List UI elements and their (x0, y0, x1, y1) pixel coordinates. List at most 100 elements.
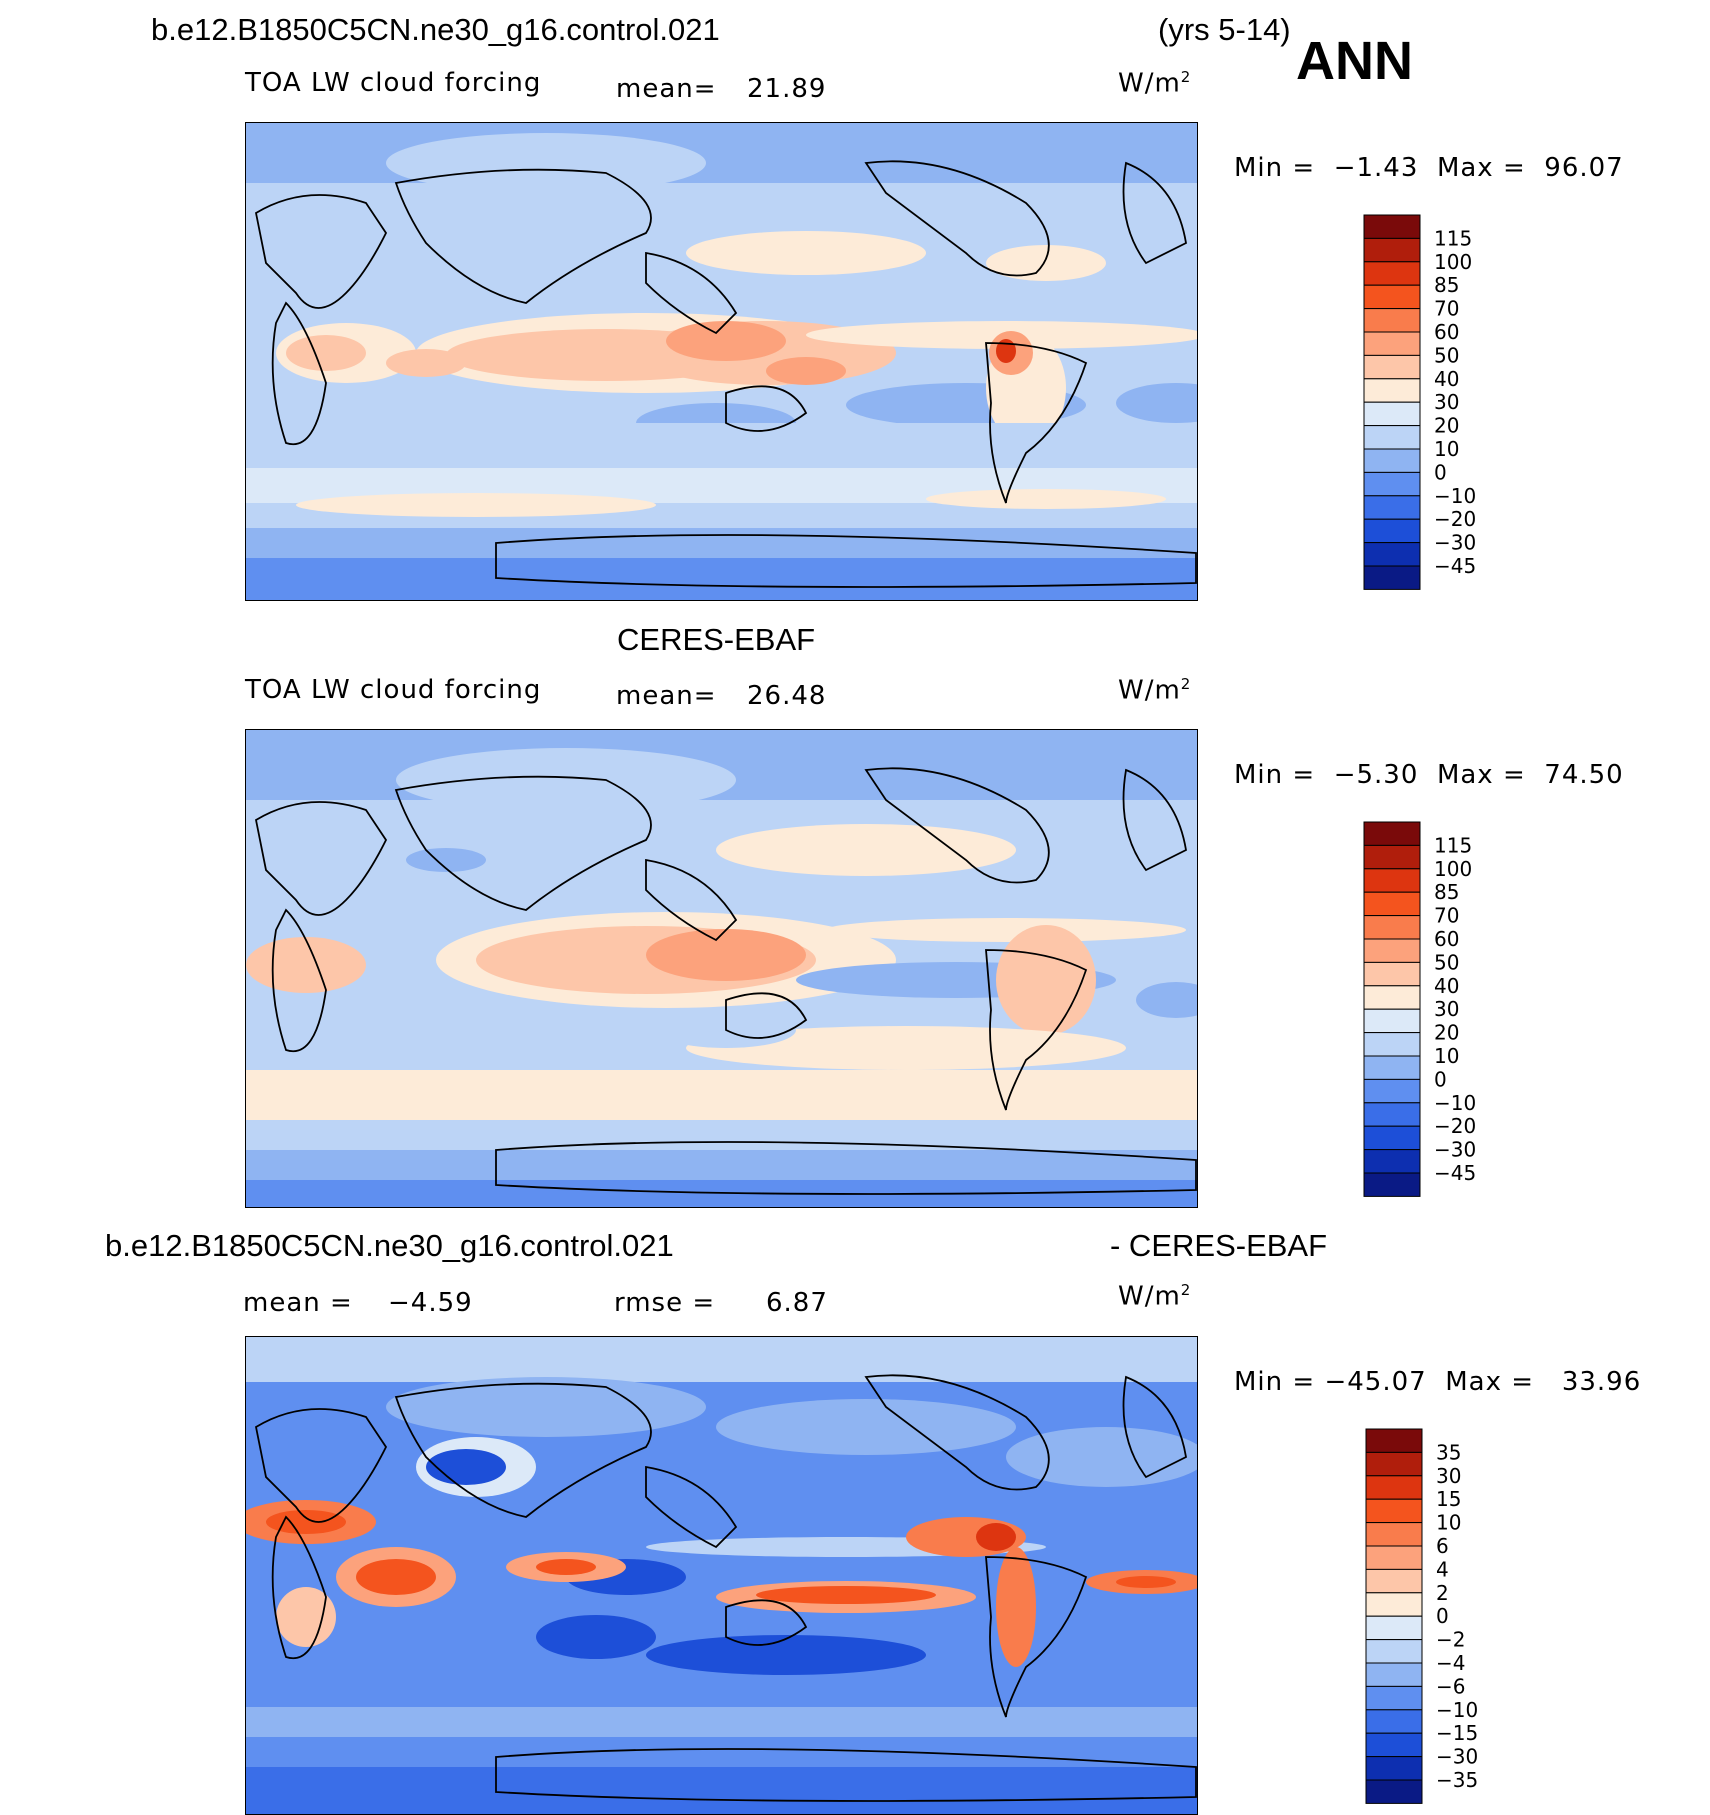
panel2-minmax: Min = −5.30 Max = 74.50 (1234, 760, 1624, 790)
colorbar-swatch (1363, 261, 1421, 286)
colorbar-swatch (1365, 1451, 1423, 1477)
panel3-mean-label: mean = (243, 1288, 353, 1318)
panel1-map (245, 122, 1198, 601)
colorbar-swatch (1363, 915, 1421, 940)
colorbar-swatch (1365, 1756, 1423, 1781)
panel2-contour-map (246, 730, 1197, 1207)
colorbar-swatch (1365, 1522, 1423, 1547)
colorbar-tick-label: 115 (1434, 226, 1472, 250)
colorbar-swatch (1363, 518, 1421, 544)
colorbar-swatch (1363, 354, 1421, 380)
colorbar-tick-label: 15 (1436, 1487, 1461, 1511)
colorbar-tick-label: 35 (1436, 1440, 1461, 1464)
colorbar-tick-label: 10 (1436, 1511, 1461, 1535)
colorbar-tick-label: 50 (1434, 343, 1459, 367)
colorbar-tick-label: 30 (1436, 1464, 1461, 1488)
colorbar-tick-label: 30 (1434, 997, 1459, 1021)
colorbar-swatch (1365, 1475, 1423, 1500)
colorbar-tick-label: 70 (1434, 297, 1459, 321)
colorbar-tick-label: 6 (1436, 1534, 1449, 1558)
colorbar-tick-label: 115 (1434, 833, 1472, 857)
colorbar-swatch (1363, 1055, 1421, 1080)
colorbar-tick-label: 10 (1434, 437, 1459, 461)
colorbar-tick-label: 4 (1436, 1557, 1449, 1581)
colorbar-swatch (1363, 1102, 1421, 1127)
case-title: b.e12.B1850C5CN.ne30_g16.control.021 (151, 12, 720, 47)
colorbar-tick-label: −2 (1436, 1628, 1465, 1652)
colorbar-tick-label: 40 (1434, 367, 1459, 391)
colorbar-swatch (1363, 1149, 1421, 1174)
colorbar-tick-label: −10 (1436, 1698, 1478, 1722)
colorbar-swatch (1363, 401, 1421, 427)
panel3-map (245, 1336, 1198, 1815)
colorbar-swatch (1365, 1568, 1423, 1594)
colorbar-tick-label: −10 (1434, 1091, 1476, 1115)
panel2-mean-value: 26.48 (747, 681, 827, 711)
colorbar-swatch (1363, 425, 1421, 450)
colorbar-tick-label: 2 (1436, 1581, 1449, 1605)
colorbar-swatch (1365, 1732, 1423, 1758)
colorbar-tick-label: 100 (1434, 250, 1472, 274)
colorbar-tick-label: 0 (1434, 460, 1447, 484)
colorbar-swatch (1365, 1779, 1423, 1804)
panel3-minmax: Min = −45.07 Max = 33.96 (1234, 1367, 1642, 1397)
colorbar-swatch (1363, 821, 1421, 846)
colorbar-swatch (1363, 214, 1421, 239)
colorbar-tick-label: 20 (1434, 414, 1459, 438)
colorbar-tick-label: 0 (1434, 1067, 1447, 1091)
colorbar-swatch (1363, 1172, 1421, 1197)
colorbar-swatch (1365, 1662, 1423, 1687)
colorbar-tick-label: −20 (1434, 1114, 1476, 1138)
colorbar-swatch (1363, 542, 1421, 567)
panel1-mean-value: 21.89 (747, 74, 827, 104)
colorbar-swatch (1363, 284, 1421, 310)
panel1-minmax: Min = −1.43 Max = 96.07 (1234, 153, 1624, 183)
colorbar-tick-label: −35 (1436, 1768, 1478, 1792)
colorbar-swatch (1363, 1008, 1421, 1034)
colorbar-swatch (1363, 448, 1421, 473)
colorbar-tick-label: −30 (1436, 1745, 1478, 1769)
panel2-title: CERES-EBAF (617, 622, 816, 657)
colorbar-tick-label: −30 (1434, 1138, 1476, 1162)
colorbar-tick-label: 60 (1434, 927, 1459, 951)
panel3-mean-value: −4.59 (388, 1288, 473, 1318)
colorbar-tick-label: 60 (1434, 320, 1459, 344)
colorbar-swatch (1363, 565, 1421, 590)
colorbar-swatch (1363, 1032, 1421, 1057)
colorbar-swatch (1363, 1078, 1421, 1104)
panel1-field: TOA LW cloud forcing (245, 68, 542, 98)
colorbar-swatch (1365, 1545, 1423, 1570)
colorbar-swatch (1363, 938, 1421, 963)
panel1-mean-label: mean= (616, 74, 717, 104)
colorbar-tick-label: 30 (1434, 390, 1459, 414)
colorbar-tick-label: −45 (1434, 1161, 1476, 1185)
colorbar-swatch (1363, 495, 1421, 520)
panel2-field: TOA LW cloud forcing (245, 675, 542, 705)
colorbar-swatch (1365, 1498, 1423, 1524)
colorbar-tick-label: 85 (1434, 273, 1459, 297)
colorbar-swatch (1365, 1592, 1423, 1617)
season-label: ANN (1296, 31, 1413, 91)
colorbar-swatch (1365, 1709, 1423, 1734)
colorbar-tick-label: 0 (1436, 1604, 1449, 1628)
panel2-mean-label: mean= (616, 681, 717, 711)
colorbar-swatch (1363, 844, 1421, 870)
panel2-units: W/m2 (1118, 675, 1192, 706)
panel3-rmse-label: rmse = (614, 1288, 716, 1318)
panel3-title-right: - CERES-EBAF (1110, 1228, 1328, 1263)
years-label: (yrs 5-14) (1158, 12, 1291, 47)
colorbar-swatch (1363, 308, 1421, 333)
colorbar-tick-label: 50 (1434, 950, 1459, 974)
colorbar-tick-label: −6 (1436, 1674, 1465, 1698)
colorbar-swatch (1365, 1615, 1423, 1641)
colorbar-swatch (1363, 331, 1421, 356)
colorbar-tick-label: 10 (1434, 1044, 1459, 1068)
colorbar-swatch (1363, 891, 1421, 917)
colorbar-swatch (1363, 237, 1421, 263)
panel3-contour-map (246, 1337, 1197, 1814)
colorbar-swatch (1363, 471, 1421, 497)
colorbar-tick-label: 85 (1434, 880, 1459, 904)
